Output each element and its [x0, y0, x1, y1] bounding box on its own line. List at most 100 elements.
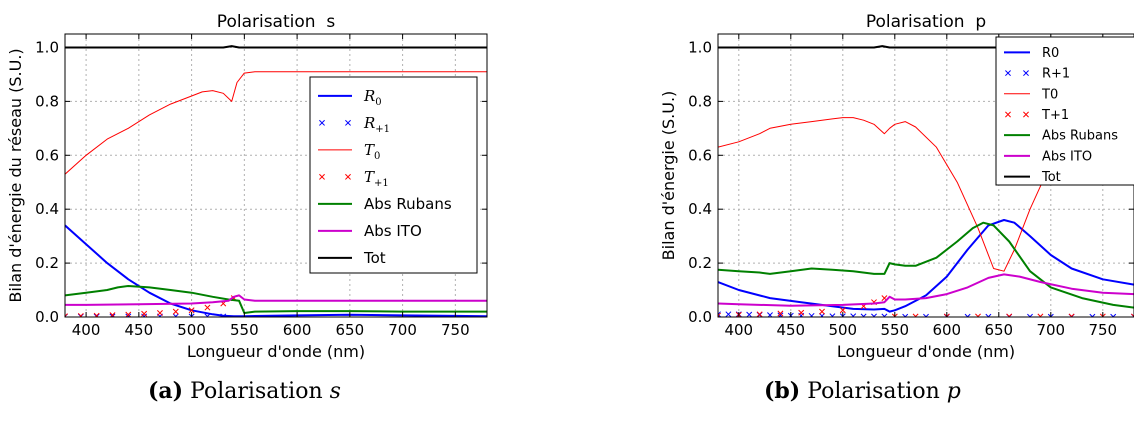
legend: R0 R+1 T0 T+1 Abs Rubans Abs ITO Tot — [309, 76, 478, 274]
y-tick-label: 0.0 — [35, 308, 59, 326]
series-abs-rubans — [65, 285, 487, 314]
x-tick-label: 400 — [724, 321, 753, 339]
data-point — [798, 309, 805, 316]
legend-label: Abs ITO — [364, 222, 422, 240]
plot-frame — [64, 33, 488, 318]
data-point — [204, 313, 211, 317]
legend-label: Tot — [1041, 170, 1061, 185]
y-tick-label: 1.0 — [35, 38, 59, 56]
data-point — [156, 310, 163, 316]
series-abs-rubans — [718, 221, 1134, 309]
legend-label: Abs Rubans — [364, 195, 452, 213]
legend-marker — [1023, 111, 1029, 118]
y-tick-label: 0.2 — [35, 254, 59, 272]
y-tick-label: 0.0 — [688, 308, 712, 326]
caption-a-prefix: (a) — [148, 378, 184, 404]
data-point — [65, 313, 68, 317]
data-point — [871, 313, 877, 317]
series-tot — [718, 45, 1134, 49]
y-tick-label: 0.2 — [688, 254, 712, 272]
caption-a-text: Polarisation — [190, 379, 323, 404]
series-t0 — [65, 71, 487, 175]
x-tick-label: 500 — [828, 321, 857, 339]
x-tick-label: 400 — [72, 321, 101, 339]
caption-b-prefix: (b) — [764, 378, 801, 404]
data-point — [756, 311, 763, 317]
data-point — [881, 313, 888, 317]
data-point — [839, 307, 846, 314]
legend-label: R0 — [363, 87, 382, 108]
chart-title: Polarisation p — [866, 12, 986, 32]
caption-a: (a) Polarisation s — [148, 378, 341, 404]
caption-b-var: p — [946, 379, 961, 404]
data-point — [777, 310, 784, 317]
legend-label: R+1 — [1042, 67, 1070, 82]
series-t-1 — [718, 295, 1134, 317]
legend-label: Abs Rubans — [1042, 129, 1118, 144]
legend-label: T0 — [364, 141, 380, 162]
data-point — [93, 313, 100, 317]
data-point — [204, 304, 211, 311]
series-tot — [65, 45, 487, 49]
y-tick-label: 1.0 — [688, 38, 712, 56]
data-point — [188, 307, 195, 314]
y-tick-label: 0.4 — [35, 200, 59, 218]
data-point — [718, 311, 721, 317]
series-t0 — [718, 109, 1134, 272]
data-point — [777, 312, 784, 317]
legend-label: Abs ITO — [1042, 149, 1092, 164]
legend-marker — [1005, 111, 1011, 118]
x-tick-label: 750 — [1088, 321, 1117, 339]
x-tick-label: 700 — [1036, 321, 1065, 339]
series-r0 — [718, 219, 1134, 313]
y-tick-label: 0.6 — [688, 146, 712, 164]
x-tick-label: 600 — [932, 321, 961, 339]
y-axis-label: Bilan d'énergie (S.U.) — [659, 91, 678, 261]
x-tick-label: 500 — [177, 321, 206, 339]
data-point — [912, 313, 919, 317]
data-point — [829, 313, 836, 317]
data-point — [819, 308, 825, 315]
x-tick-label: 700 — [388, 321, 417, 339]
x-tick-label: 550 — [880, 321, 909, 339]
legend-label: T+1 — [1041, 108, 1069, 123]
legend-box — [309, 76, 478, 274]
x-tick-label: 450 — [776, 321, 805, 339]
legend-marker — [345, 119, 351, 126]
legend-label: R0 — [1042, 46, 1059, 61]
data-point — [1068, 313, 1075, 317]
chart-title: Polarisation s — [217, 12, 336, 32]
data-point — [220, 313, 227, 317]
data-point — [975, 313, 981, 317]
y-tick-label: 0.6 — [35, 146, 59, 164]
legend-marker — [319, 119, 325, 126]
x-axis-label: Longueur d'onde (nm) — [837, 342, 1015, 361]
data-point — [850, 313, 857, 317]
legend-label: Tot — [363, 249, 386, 267]
legend-label: T0 — [1041, 87, 1058, 102]
legend-marker — [345, 173, 351, 180]
series-t-1 — [65, 295, 237, 317]
series-abs-ito — [65, 294, 487, 306]
caption-b-text: Polarisation — [807, 379, 940, 404]
data-point — [1131, 313, 1134, 317]
y-tick-label: 0.8 — [35, 92, 59, 110]
chart-s: 400 450 500 550 600 650 700 750 0.0 0.2 0.4 0.6 0.8 1… — [6, 12, 488, 361]
legend-marker — [319, 173, 325, 180]
data-point — [1006, 313, 1013, 317]
data-point — [172, 313, 179, 317]
series-r-1 — [65, 313, 227, 317]
plot-area — [718, 45, 1134, 317]
data-point — [125, 311, 132, 317]
data-point — [125, 313, 132, 317]
x-tick-label: 750 — [441, 321, 470, 339]
chart-p: 400 450 500 550 600 650 700 750 0.0 0.2 0.4 0.6 0.8 1… — [659, 12, 1134, 361]
caption-a-var: s — [329, 379, 341, 404]
x-axis-label: Longueur d'onde (nm) — [187, 342, 365, 361]
x-tick-label: 450 — [125, 321, 154, 339]
legend-marker — [1023, 70, 1029, 77]
data-point — [718, 312, 721, 317]
data-point — [172, 308, 179, 315]
series-r0 — [65, 224, 487, 317]
